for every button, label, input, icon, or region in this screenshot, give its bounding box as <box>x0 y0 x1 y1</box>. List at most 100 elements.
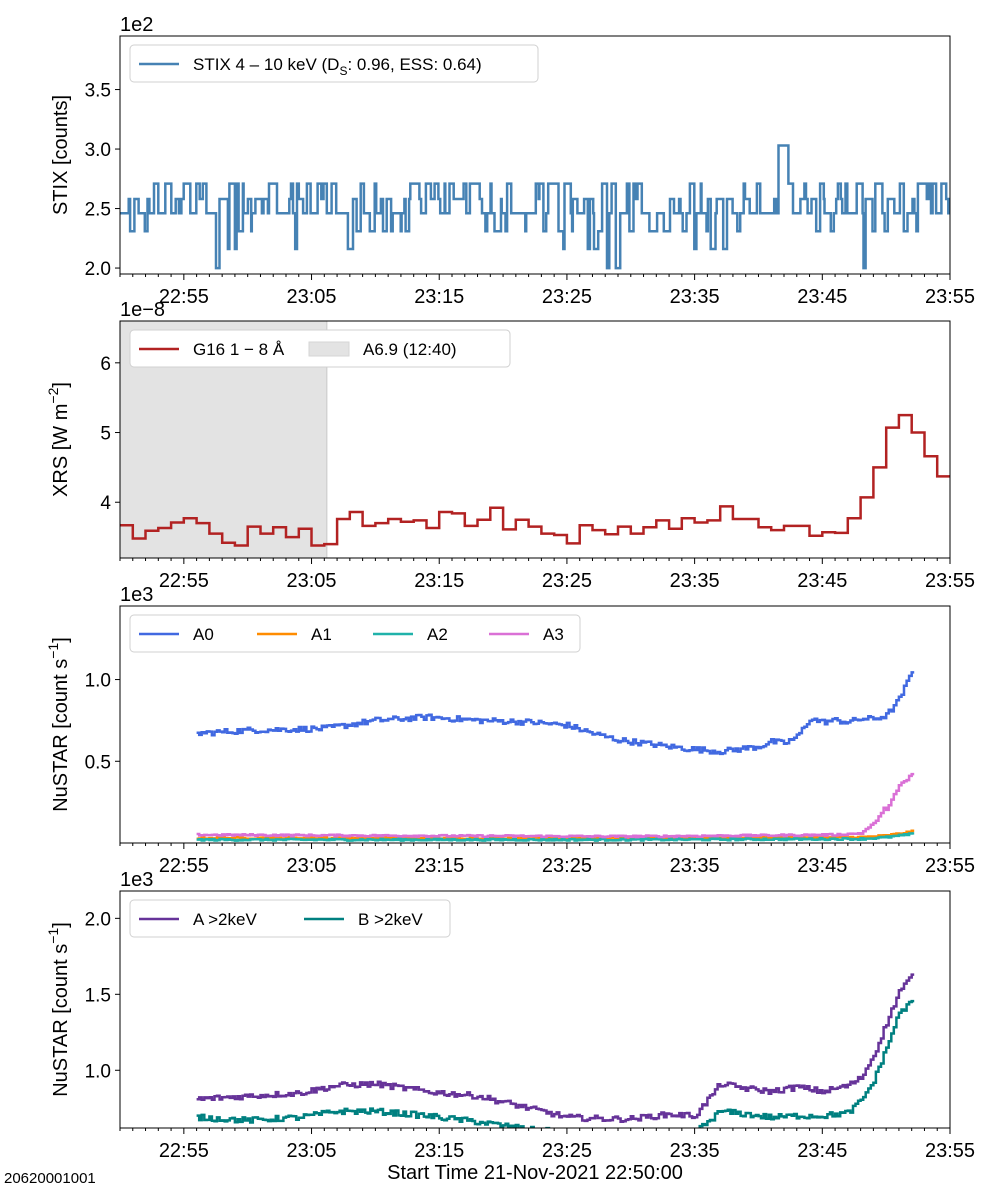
legend-box <box>129 44 539 83</box>
legend-label-subscript: S <box>339 64 347 78</box>
y-tick-label: 1.5 <box>85 985 111 1006</box>
y-tick-label: 2.0 <box>85 259 111 280</box>
y-axis-label: NuSTAR [count s−1] <box>45 922 72 1097</box>
y-axis-label-text: XRS [W m <box>50 404 72 497</box>
x-tick-label: 23:45 <box>797 855 847 877</box>
series-a3 <box>196 772 915 839</box>
x-tick-label: 23:55 <box>925 286 975 308</box>
legend-label: G16 1 − 8 Å <box>193 340 285 359</box>
series-a-2kev <box>196 973 915 1123</box>
x-tick-label: 23:05 <box>287 855 337 877</box>
y-offset-label: 1e2 <box>120 14 153 36</box>
axes-frame <box>119 605 951 844</box>
y-axis-label-text: NuSTAR [count s <box>50 944 72 1097</box>
legend-patch <box>308 341 350 357</box>
x-tick-label: 23:35 <box>670 1140 720 1162</box>
x-tick-label: 23:35 <box>670 570 720 592</box>
legend-label-text: STIX 4 – 10 keV (D <box>193 55 339 74</box>
axes-frame <box>119 320 951 559</box>
x-axis-label: Start Time 21-Nov-2021 22:50:00 <box>387 1162 683 1184</box>
y-axis-label-exponent: −1 <box>45 928 61 944</box>
legend-label-text: A >2keV <box>193 910 257 929</box>
legend: STIX 4 – 10 keV (DS: 0.96, ESS: 0.64) <box>129 44 539 83</box>
legend-label-text: A6.9 (12:40) <box>363 340 457 359</box>
legend-label: A2 <box>427 625 448 644</box>
x-tick-label: 23:25 <box>542 570 592 592</box>
x-tick-label: 23:15 <box>414 570 464 592</box>
y-tick-label: 3.0 <box>85 140 111 161</box>
y-tick-label: 2.0 <box>85 909 111 930</box>
x-tick-label: 23:45 <box>797 1140 847 1162</box>
x-tick-label: 22:55 <box>159 855 209 877</box>
x-tick-label: 23:25 <box>542 286 592 308</box>
x-tick-label: 23:55 <box>925 1140 975 1162</box>
y-axis-label: STIX [counts] <box>50 95 72 215</box>
y-tick-label: 5 <box>100 424 111 445</box>
x-tick-label: 23:05 <box>287 570 337 592</box>
y-offset-label: 1e3 <box>120 869 153 891</box>
x-tick-label: 23:45 <box>797 286 847 308</box>
legend-label: A3 <box>543 625 564 644</box>
x-tick-label: 23:55 <box>925 570 975 592</box>
legend-label: A0 <box>193 625 214 644</box>
y-axis-label-text: STIX [counts] <box>50 95 72 215</box>
x-tick-label: 23:25 <box>542 855 592 877</box>
y-axis-label: NuSTAR [count s−1] <box>45 637 72 812</box>
x-tick-label: 23:15 <box>414 855 464 877</box>
plot-area <box>196 671 915 842</box>
series-b-2kev <box>196 999 915 1128</box>
x-tick-label: 23:35 <box>670 286 720 308</box>
x-tick-label: 22:55 <box>159 570 209 592</box>
x-tick-label: 23:55 <box>925 855 975 877</box>
x-tick-label: 23:05 <box>287 286 337 308</box>
y-axis-label-tail: ] <box>50 637 72 643</box>
legend-label: B >2keV <box>358 910 423 929</box>
panel-nustar-fpm: 0.5 1.0 22:55 23:05 23:15 23:25 23:35 23:45 23:5… <box>45 584 975 877</box>
x-tick-label: 23:05 <box>287 1140 337 1162</box>
x-tick-label: 23:15 <box>414 286 464 308</box>
legend-label-text: G16 1 − 8 Å <box>193 340 285 359</box>
series-g16-1-8- <box>120 413 950 547</box>
y-offset-label: 1e−8 <box>120 299 165 321</box>
y-axis-label-tail: ] <box>50 382 72 388</box>
legend-box <box>129 614 581 653</box>
x-tick-label: 23:35 <box>670 855 720 877</box>
legend-label-text: A3 <box>543 625 564 644</box>
x-tick-label: 22:55 <box>159 1140 209 1162</box>
plot-area <box>120 144 950 270</box>
legend-label-tail: : 0.96, ESS: 0.64) <box>347 55 481 74</box>
y-tick-label: 1.0 <box>85 671 111 692</box>
y-axis-label-tail: ] <box>50 922 72 928</box>
panel-xrs: 4 5 6 22:55 23:05 23:15 23:25 23:35 23:45 23:55 1e… <box>45 299 975 592</box>
legend-label: A >2keV <box>193 910 257 929</box>
y-tick-label: 3.5 <box>85 81 111 102</box>
legend-box <box>129 899 451 938</box>
legend: G16 1 − 8 Å A6.9 (12:40) <box>129 329 511 368</box>
series-a0 <box>196 671 915 756</box>
x-tick-label: 23:15 <box>414 1140 464 1162</box>
x-tick-label: 23:45 <box>797 570 847 592</box>
y-offset-label: 1e3 <box>120 584 153 606</box>
panel-nustar-ab: 1.0 1.5 2.0 22:55 23:05 23:15 23:25 23:35 23:45 2… <box>45 869 975 1162</box>
legend-label: STIX 4 – 10 keV (DS: 0.96, ESS: 0.64) <box>193 55 482 78</box>
legend-label-text: B >2keV <box>358 910 423 929</box>
y-axis-label-text: NuSTAR [count s <box>50 659 72 812</box>
legend: A >2keV B >2keV <box>129 899 451 938</box>
plot-area <box>196 973 915 1128</box>
x-tick-label: 23:25 <box>542 1140 592 1162</box>
observation-id: 20620001001 <box>4 1170 96 1187</box>
legend-label: A1 <box>311 625 332 644</box>
legend-label-text: A0 <box>193 625 214 644</box>
y-tick-label: 4 <box>100 493 111 514</box>
y-tick-label: 1.0 <box>85 1061 111 1082</box>
y-tick-label: 6 <box>100 354 111 375</box>
legend: A0 A1 A2 A3 <box>129 614 581 653</box>
legend-label: A6.9 (12:40) <box>363 340 457 359</box>
legend-label-text: A2 <box>427 625 448 644</box>
axes-frame <box>119 35 951 275</box>
series-a2 <box>196 832 915 842</box>
axes-frame <box>119 890 951 1129</box>
y-tick-label: 2.5 <box>85 200 111 221</box>
panel-stix: 2.0 2.5 3.0 3.5 22:55 23:05 23:15 23:25 23:35 23:… <box>50 14 975 308</box>
